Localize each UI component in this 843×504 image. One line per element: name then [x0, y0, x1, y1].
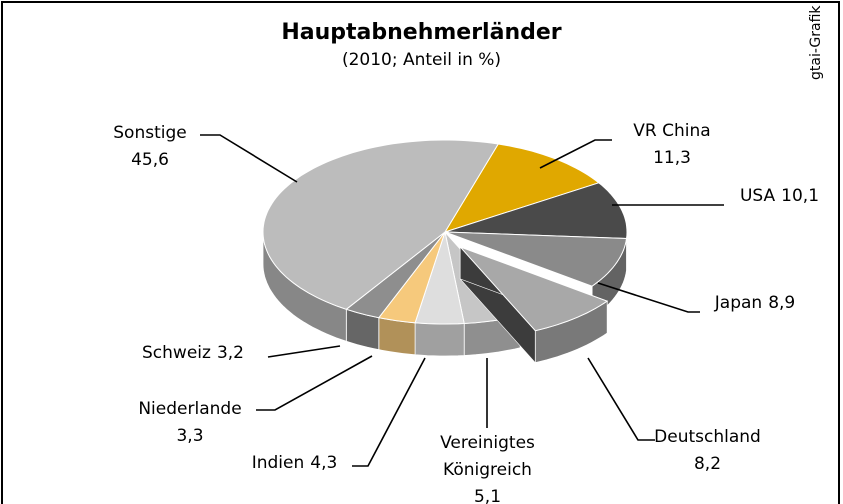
slice-side [378, 317, 416, 356]
category-label: Deutschland [654, 427, 761, 447]
chart-subtitle: (2010; Anteil in %) [341, 50, 502, 70]
data-label: Schweiz 3,2 [118, 340, 268, 367]
category-label: Indien [251, 453, 305, 473]
chart-title: Hauptabnehmerländer [281, 20, 562, 45]
source-note: gtai-Grafik [808, 5, 824, 80]
data-label: Deutschland 8,2 [650, 424, 765, 478]
slice [459, 246, 609, 332]
leader-line [200, 134, 298, 183]
category-label: Japan [714, 293, 763, 313]
data-label: Japan 8,9 [700, 290, 810, 317]
value-label: 4,3 [310, 453, 338, 473]
slice [377, 231, 446, 324]
value-label: 8,9 [768, 293, 796, 313]
category-label: Sonstige [113, 123, 187, 143]
category-label: VR China [633, 121, 711, 141]
leader-line [256, 355, 373, 411]
value-label: 11,3 [653, 148, 691, 168]
data-label: VR China 11,3 [622, 118, 722, 172]
leader-line [352, 357, 426, 467]
data-label: Indien 4,3 [232, 450, 357, 477]
slice [414, 230, 465, 325]
leader-line [539, 139, 612, 169]
value-label: 3,3 [176, 426, 204, 446]
leader-line [597, 282, 700, 313]
category-label: Niederlande [138, 399, 242, 419]
category-label: USA [739, 186, 776, 206]
data-label: USA 10,1 [722, 183, 837, 210]
slice [444, 231, 628, 287]
slice [443, 143, 600, 233]
leader-line [267, 345, 341, 358]
slice [345, 231, 446, 319]
value-label: 10,1 [781, 186, 820, 206]
leader-line [587, 357, 655, 441]
data-label: Niederlande 3,3 [120, 396, 260, 450]
value-label: 8,2 [693, 454, 722, 474]
value-label: 5,1 [473, 487, 502, 504]
data-label: Sonstige 45,6 [95, 120, 205, 174]
slice [444, 182, 628, 240]
value-label: 3,2 [216, 343, 244, 363]
slice [262, 139, 500, 310]
data-label: Vereinigtes Königreich 5,1 [405, 430, 570, 504]
value-label: 45,6 [131, 150, 169, 170]
category-label: Schweiz [142, 343, 211, 363]
category-label: Vereinigtes Königreich [440, 433, 535, 480]
slice-side [414, 322, 465, 357]
